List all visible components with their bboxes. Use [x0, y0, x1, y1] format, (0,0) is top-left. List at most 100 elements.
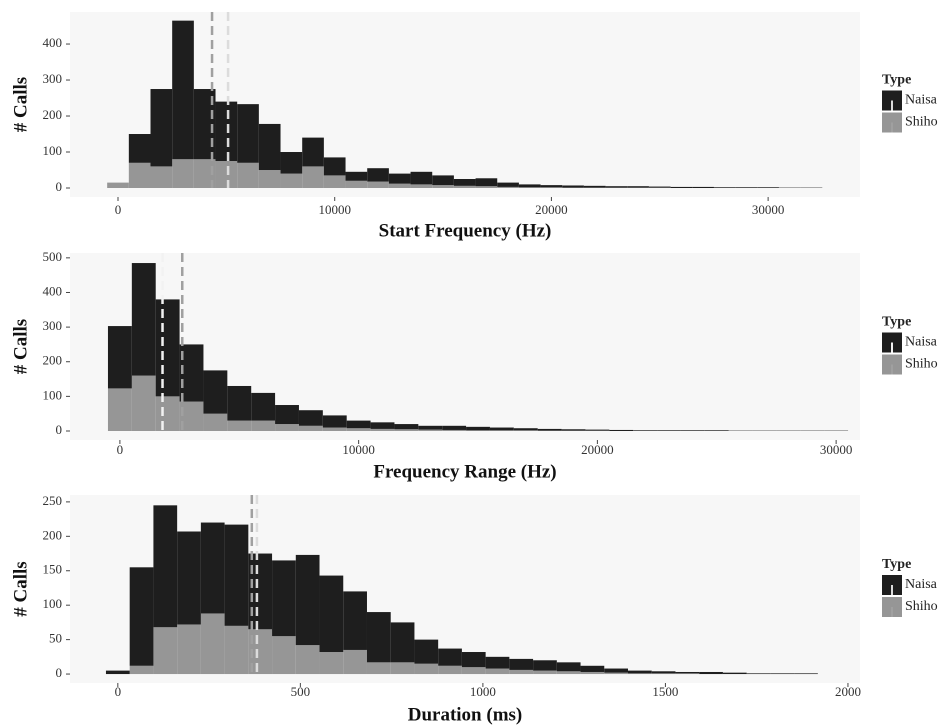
x-tick-label: 500	[291, 684, 311, 699]
bar	[107, 182, 129, 189]
bar	[227, 385, 252, 421]
bar	[272, 560, 296, 637]
bar	[237, 104, 259, 163]
bar	[155, 396, 180, 431]
bar	[193, 159, 216, 189]
y-tick-label: 300	[43, 318, 63, 333]
bar	[343, 591, 367, 650]
bar	[177, 624, 201, 675]
bar	[453, 185, 476, 189]
bar	[150, 166, 173, 189]
bar	[713, 187, 736, 189]
bar	[680, 430, 705, 431]
x-axis-title: Frequency Range (Hz)	[373, 461, 556, 482]
bar	[295, 554, 320, 646]
bar	[322, 415, 347, 428]
bar	[193, 89, 216, 160]
bar	[651, 671, 676, 674]
bar	[153, 505, 178, 628]
bar	[370, 428, 395, 431]
bar	[366, 662, 391, 675]
legend-label: Shiho	[905, 599, 938, 614]
bar	[131, 263, 156, 376]
bar	[203, 413, 228, 431]
y-tick-label: 400	[43, 35, 63, 50]
bar	[302, 166, 324, 189]
bar	[585, 429, 610, 431]
y-tick-label: 250	[43, 493, 63, 508]
bar	[388, 183, 411, 189]
bar	[215, 161, 238, 189]
bar	[248, 553, 273, 630]
bar	[177, 531, 201, 625]
legend-title: Type	[882, 315, 911, 330]
x-axis-title: Duration (ms)	[408, 704, 523, 725]
bar	[757, 187, 779, 189]
bar	[453, 179, 476, 186]
bar	[432, 175, 454, 186]
bar	[410, 184, 433, 189]
bar	[224, 524, 249, 626]
bar	[513, 428, 538, 431]
bar	[609, 429, 634, 431]
bar	[605, 186, 628, 188]
bar	[128, 134, 151, 163]
legend-label: Shiho	[905, 357, 938, 372]
bar	[657, 430, 681, 431]
bar	[518, 184, 541, 188]
bar	[346, 428, 371, 431]
bar	[497, 182, 519, 187]
x-tick-label: 1000	[470, 684, 496, 699]
bar	[509, 658, 534, 670]
bar	[466, 426, 490, 431]
y-tick-label: 500	[43, 249, 63, 264]
x-tick-label: 20000	[535, 202, 568, 217]
y-tick-label: 300	[43, 71, 63, 86]
bar	[105, 670, 130, 675]
y-axis-title: # Calls	[10, 561, 31, 616]
x-axis-title: Start Frequency (Hz)	[379, 220, 552, 241]
bar	[172, 20, 194, 160]
bar	[735, 187, 758, 189]
panel: 0 100 200 300 400 0 10000 20000 30000 Start Frequ…	[10, 12, 938, 241]
bar	[604, 672, 629, 675]
bar	[272, 636, 296, 675]
y-tick-label: 200	[43, 353, 63, 368]
bar	[215, 101, 238, 162]
legend-label: Naisa	[905, 577, 938, 592]
bar	[394, 424, 419, 430]
bar	[366, 612, 391, 663]
bar	[461, 652, 486, 668]
bar	[432, 185, 454, 189]
bar	[485, 656, 510, 669]
bar	[227, 420, 252, 431]
y-tick-label: 0	[56, 665, 63, 680]
bar	[322, 427, 347, 431]
bar	[129, 665, 154, 675]
bar	[155, 299, 180, 397]
bar	[275, 405, 299, 425]
bar	[131, 375, 156, 431]
bar	[746, 673, 771, 675]
bar	[540, 187, 563, 189]
bar	[651, 673, 676, 675]
bar	[323, 175, 346, 189]
y-axis-title: # Calls	[10, 77, 31, 132]
bar	[561, 429, 586, 431]
bar	[648, 186, 671, 188]
x-tick-label: 30000	[752, 202, 785, 217]
bar	[179, 401, 204, 431]
bar	[150, 89, 173, 167]
bar	[200, 613, 225, 675]
y-tick-label: 400	[43, 283, 63, 298]
bar	[298, 425, 323, 431]
bar	[675, 673, 700, 675]
panel: 0 100 200 300 400 500 0 10000 20000 30000 Frequenc…	[10, 249, 937, 483]
y-tick-label: 100	[43, 143, 63, 158]
x-tick-label: 0	[115, 202, 122, 217]
bar	[628, 670, 652, 674]
bar	[461, 667, 486, 675]
bar	[237, 162, 259, 189]
bar	[627, 186, 649, 188]
bar	[770, 673, 795, 675]
